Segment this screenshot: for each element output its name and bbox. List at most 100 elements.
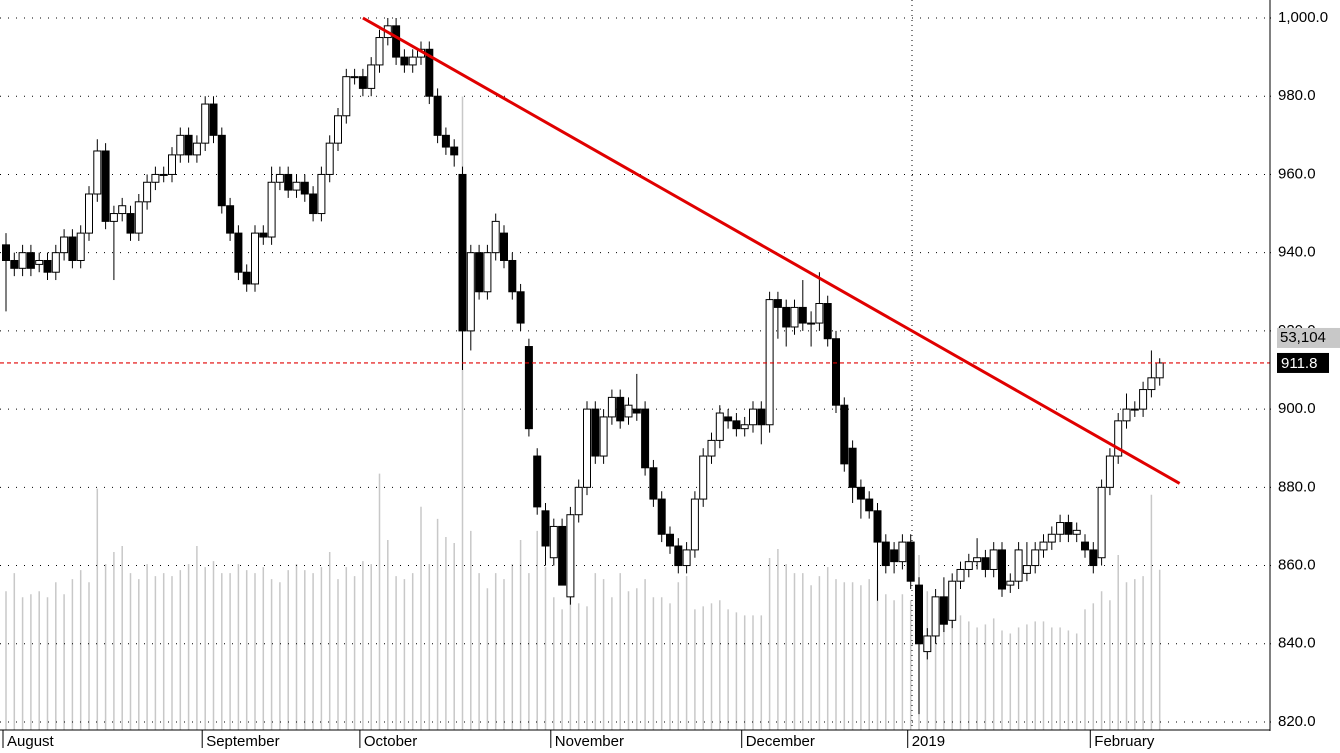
- candle-body: [1139, 389, 1148, 410]
- candle-body: [10, 259, 19, 269]
- x-tick-label: August: [7, 733, 55, 750]
- candle-body: [906, 541, 915, 582]
- candle-body: [1014, 549, 1023, 582]
- candle-body: [209, 103, 218, 136]
- candle-body: [549, 525, 558, 559]
- candle-body: [143, 181, 152, 203]
- y-tick-label: 940.0: [1278, 244, 1316, 261]
- candle-body: [234, 232, 243, 273]
- candle-body: [134, 201, 143, 234]
- candle-body: [607, 396, 616, 418]
- candle-body: [931, 596, 940, 637]
- candle-body: [18, 252, 27, 269]
- candle-body: [101, 150, 110, 222]
- candle-body: [682, 549, 691, 567]
- candle-layer: [2, 18, 1164, 715]
- candle-body: [765, 299, 774, 426]
- trendline: [362, 16, 1181, 485]
- candle-body: [583, 408, 591, 488]
- candle-body: [93, 150, 102, 195]
- candle-body: [425, 48, 434, 97]
- x-tick-label: December: [746, 733, 815, 750]
- candle-body: [732, 420, 741, 430]
- candle-body: [350, 76, 359, 79]
- candle-body: [632, 408, 641, 414]
- y-tick-label: 820.0: [1278, 713, 1316, 730]
- candle-body: [267, 181, 276, 238]
- candle-body: [300, 181, 309, 195]
- candle-body: [773, 299, 782, 308]
- candle-body: [591, 408, 600, 457]
- candle-body: [757, 408, 766, 426]
- candle-body: [251, 232, 259, 285]
- candle-body: [109, 213, 118, 222]
- candle-body: [334, 115, 342, 144]
- candle-body: [60, 236, 69, 254]
- candle-body: [840, 404, 849, 465]
- candle-body: [43, 259, 52, 273]
- candle-body: [790, 306, 799, 328]
- candle-body: [317, 173, 326, 215]
- candle-body: [392, 25, 401, 58]
- candle-body: [740, 424, 749, 430]
- candle-body: [483, 252, 492, 293]
- candle-body: [1047, 533, 1056, 543]
- candle-body: [226, 205, 235, 234]
- candle-body: [201, 103, 210, 144]
- candle-body: [26, 252, 35, 269]
- x-tick-label: November: [555, 733, 624, 750]
- volume-label: 53,104: [1280, 329, 1326, 346]
- candle-body: [956, 568, 965, 582]
- candle-body: [159, 173, 168, 176]
- candle-body: [1081, 541, 1089, 551]
- candle-body: [192, 142, 201, 156]
- y-tick-label: 960.0: [1278, 165, 1316, 182]
- candle-body: [168, 154, 176, 175]
- y-tick-label: 1,000.0: [1278, 9, 1328, 26]
- y-tick-label: 860.0: [1278, 557, 1316, 574]
- volume-label-box: [1277, 327, 1340, 348]
- y-tick-label: 840.0: [1278, 635, 1316, 652]
- candle-body: [275, 173, 284, 183]
- candle-body: [458, 173, 467, 332]
- candle-body: [491, 220, 500, 254]
- y-tick-label: 900.0: [1278, 400, 1316, 417]
- candle-body: [865, 498, 874, 512]
- candle-body: [848, 447, 857, 488]
- candle-body: [242, 271, 251, 285]
- candle-body: [964, 561, 973, 570]
- candle-body: [126, 213, 135, 234]
- candle-body: [400, 56, 409, 66]
- candle-body: [500, 232, 508, 261]
- y-tick-label: 980.0: [1278, 87, 1316, 104]
- candle-body: [151, 173, 160, 183]
- price-label-box: [1277, 352, 1329, 373]
- candle-body: [184, 134, 193, 156]
- candle-body: [649, 467, 658, 500]
- candle-body: [807, 322, 816, 325]
- candle-body: [325, 142, 334, 175]
- candle-body: [782, 306, 791, 328]
- candle-body: [666, 533, 674, 547]
- candle-body: [1056, 522, 1065, 535]
- candle-body: [981, 557, 990, 570]
- candle-body: [558, 525, 567, 586]
- candle-body: [408, 56, 417, 66]
- x-tick-label: 2019: [912, 733, 945, 750]
- x-tick-label: February: [1094, 733, 1155, 750]
- label-layer: 820.0840.0860.0880.0900.0920.0940.0960.0…: [2, 9, 1340, 750]
- candle-body: [566, 514, 575, 598]
- candle-body: [284, 173, 293, 191]
- candle-body: [1006, 580, 1015, 586]
- candle-body: [749, 408, 757, 426]
- candle-body: [823, 303, 832, 340]
- candle-body: [574, 486, 583, 516]
- candle-body: [1072, 529, 1081, 535]
- candle-body: [989, 549, 998, 570]
- candle-body: [309, 193, 318, 215]
- candle-body: [1114, 420, 1123, 457]
- candle-body: [641, 408, 650, 469]
- x-tick-label: October: [364, 733, 417, 750]
- candle-body: [466, 252, 475, 332]
